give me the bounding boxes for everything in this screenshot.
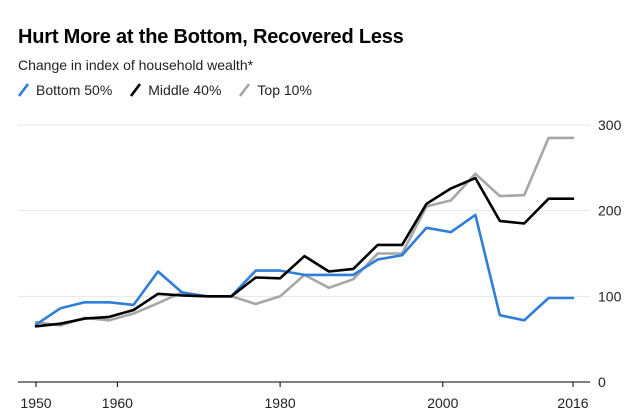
- x-axis: 1950 1960 1980 2000 2016: [20, 382, 589, 411]
- x-tick-label-2000: 2000: [427, 395, 458, 411]
- series-line-middle-40: [34, 176, 575, 328]
- legend-label-bottom-50: Bottom 50%: [36, 82, 113, 98]
- chart-subtitle: Change in index of household wealth*: [18, 57, 254, 73]
- y-axis: 0 100 200 300: [598, 117, 622, 390]
- y-tick-label-200: 200: [598, 203, 622, 219]
- y-tick-label-0: 0: [598, 374, 606, 390]
- y-tick-label-100: 100: [598, 288, 622, 304]
- chart-title: Hurt More at the Bottom, Recovered Less: [18, 26, 404, 48]
- legend-swatch-bottom-50: [18, 83, 29, 97]
- series-line-top-10: [34, 136, 575, 327]
- chart-legend: Bottom 50% Middle 40% Top 10%: [18, 82, 330, 98]
- legend-swatch-top-10: [239, 83, 251, 97]
- legend-item-top-10: Top 10%: [239, 82, 312, 98]
- x-tick-label-2016: 2016: [557, 395, 588, 411]
- legend-label-middle-40: Middle 40%: [148, 82, 222, 98]
- y-tick-label-300: 300: [598, 117, 622, 133]
- series-lines: [34, 136, 575, 328]
- legend-label-top-10: Top 10%: [257, 82, 312, 98]
- legend-item-bottom-50: Bottom 50%: [18, 82, 112, 98]
- gridlines: [18, 124, 590, 383]
- x-tick-label-1950: 1950: [20, 395, 51, 411]
- legend-swatch-middle-40: [130, 83, 142, 97]
- x-tick-label-1960: 1960: [102, 395, 133, 411]
- legend-item-middle-40: Middle 40%: [130, 82, 221, 98]
- x-tick-label-1980: 1980: [265, 395, 296, 411]
- series-line-bottom-50: [34, 213, 575, 326]
